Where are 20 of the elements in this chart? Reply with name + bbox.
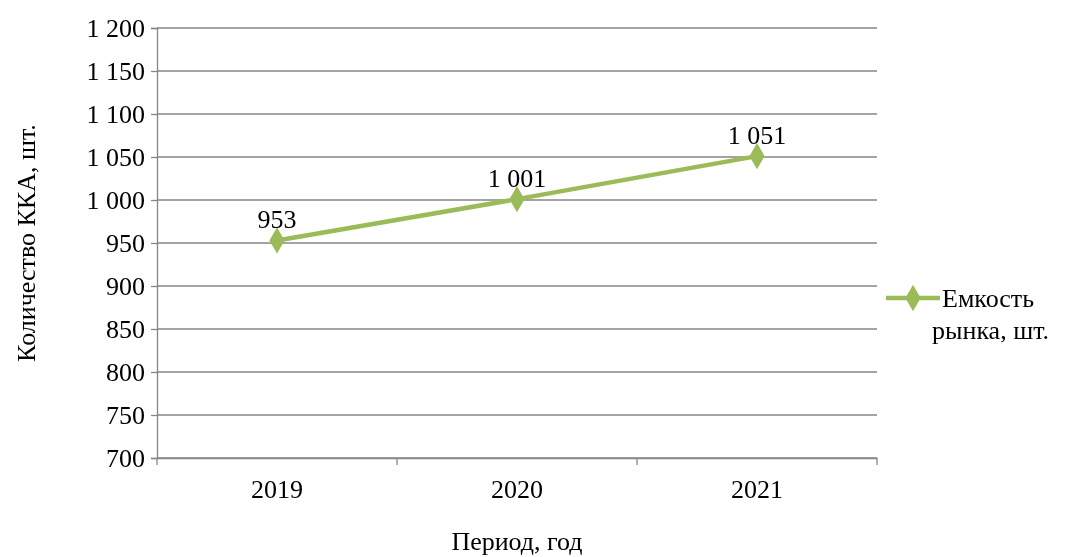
- y-axis-title: Количество ККА, шт.: [12, 124, 41, 362]
- x-tick-label: 2020: [491, 475, 543, 505]
- data-label: 1 051: [727, 121, 787, 151]
- y-tick-label: 750: [106, 400, 145, 430]
- data-label: 953: [257, 205, 297, 235]
- y-tick-label: 1 150: [86, 56, 145, 86]
- y-tick-label: 700: [106, 443, 145, 473]
- y-tick-label: 1 200: [86, 13, 145, 43]
- x-tick-label: 2021: [731, 475, 783, 505]
- data-label: 1 001: [487, 164, 547, 194]
- y-tick-label: 900: [106, 271, 145, 301]
- y-tick-label: 1 000: [86, 185, 145, 215]
- y-tick-label: 1 100: [86, 99, 145, 129]
- y-tick-label: 1 050: [86, 142, 145, 172]
- y-tick-label: 950: [106, 228, 145, 258]
- y-tick-label: 800: [106, 357, 145, 387]
- x-axis-title: Период, год: [451, 527, 583, 556]
- x-tick-label: 2019: [251, 475, 303, 505]
- legend-label: Емкость рынка, шт.: [932, 284, 1050, 345]
- y-tick-label: 850: [106, 314, 145, 344]
